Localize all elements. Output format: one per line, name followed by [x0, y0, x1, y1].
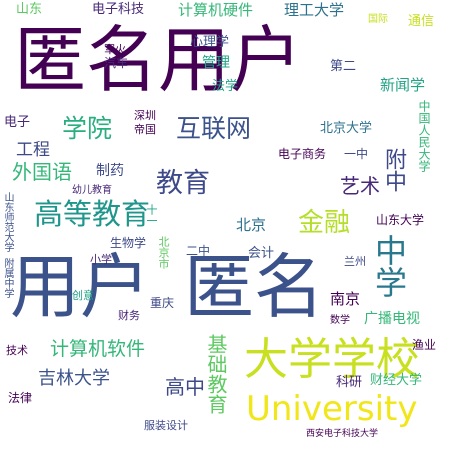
word-chongqing: 重庆	[150, 296, 175, 310]
word-computer-hardware: 计算机硬件	[178, 1, 254, 19]
word-technology: 技术	[6, 344, 28, 357]
word-affiliated-middle-school: 附中	[381, 148, 406, 192]
word-lanzhou: 兰州	[344, 255, 366, 268]
word-art: 艺术	[340, 174, 380, 198]
word-fishery: 渔业	[412, 338, 437, 352]
word-electronics: 电子	[4, 115, 31, 130]
word-peking-university: 北京大学	[320, 121, 373, 136]
word-engineering: 工程	[16, 140, 50, 160]
word-beijing: 北京	[236, 216, 267, 234]
word-university-school: 大学学校	[244, 334, 420, 385]
word-research: 科研	[336, 375, 363, 390]
word-xidian-university: 西安电子科技大学	[306, 429, 379, 439]
word-electronic-technology: 电子科技	[92, 2, 145, 17]
word-management: 管理	[202, 55, 230, 71]
word-law: 法律	[8, 391, 33, 405]
word-pharmaceutical: 制药	[96, 163, 124, 179]
word-communication: 通信	[408, 14, 435, 29]
word-affiliated-high: 附属中学	[2, 258, 13, 298]
word-mathematics: 数学	[330, 315, 350, 326]
word-renmin-university: 中国人民大学	[417, 100, 431, 172]
word-fashion-design: 服装设计	[144, 419, 188, 432]
word-university: University	[246, 389, 418, 429]
word-tech-university: 理工大学	[284, 1, 345, 19]
word-second: 第二	[330, 59, 357, 74]
word-broadcasting: 广播电视	[364, 311, 420, 327]
word-early-childhood: 幼儿教育	[72, 185, 112, 196]
word-psychology: 心理学	[190, 35, 230, 50]
word-eleven: 十一	[145, 204, 158, 226]
word-finance: 金融	[298, 208, 351, 238]
word-user: 用户	[10, 246, 150, 328]
word-anonymous-user: 匿名用户	[14, 18, 303, 102]
word-education: 教育	[156, 168, 210, 199]
word-accounting: 会计	[248, 246, 275, 261]
word-finance-affairs: 财务	[118, 309, 140, 322]
word-higher-education: 高等教育	[34, 197, 151, 231]
word-beijing-city: 北京市	[157, 236, 170, 269]
word-finance-university: 财经大学	[370, 373, 423, 388]
word-shandong: 山东	[16, 2, 43, 17]
word-shandong-university: 山东大学	[376, 213, 425, 227]
word-e-commerce: 电子商务	[278, 147, 327, 161]
word-computer-software: 计算机软件	[50, 338, 146, 360]
word-nanjing: 南京	[330, 290, 361, 308]
word-high-school: 高中	[165, 375, 205, 399]
word-internet: 互联网	[176, 114, 252, 143]
word-creative: 创意	[72, 289, 94, 302]
word-shenzhen: 深圳	[134, 109, 156, 122]
word-automobile: 汽车	[104, 56, 129, 70]
word-college: 学院	[62, 114, 113, 143]
word-second-middle: 二中	[186, 244, 211, 258]
word-journalism: 新闻学	[380, 76, 426, 94]
word-primary-school: 小学	[90, 253, 112, 266]
word-international: 国际	[368, 14, 388, 25]
word-biology: 生物学	[110, 236, 147, 250]
word-munitions: 军火	[104, 43, 126, 56]
word-first-middle: 一中	[344, 147, 369, 161]
word-foreign-language: 外国语	[12, 160, 72, 184]
word-law-studies: 法学	[212, 79, 239, 94]
word-basic-education: 基础教育	[204, 334, 228, 414]
word-jilin-university: 吉林大学	[38, 368, 110, 389]
word-middle-school: 中学	[370, 234, 408, 298]
word-shandong-normal: 山东师范大学	[2, 192, 13, 252]
word-anonymous: 匿名	[184, 246, 324, 328]
word-empire: 帝国	[134, 123, 156, 136]
